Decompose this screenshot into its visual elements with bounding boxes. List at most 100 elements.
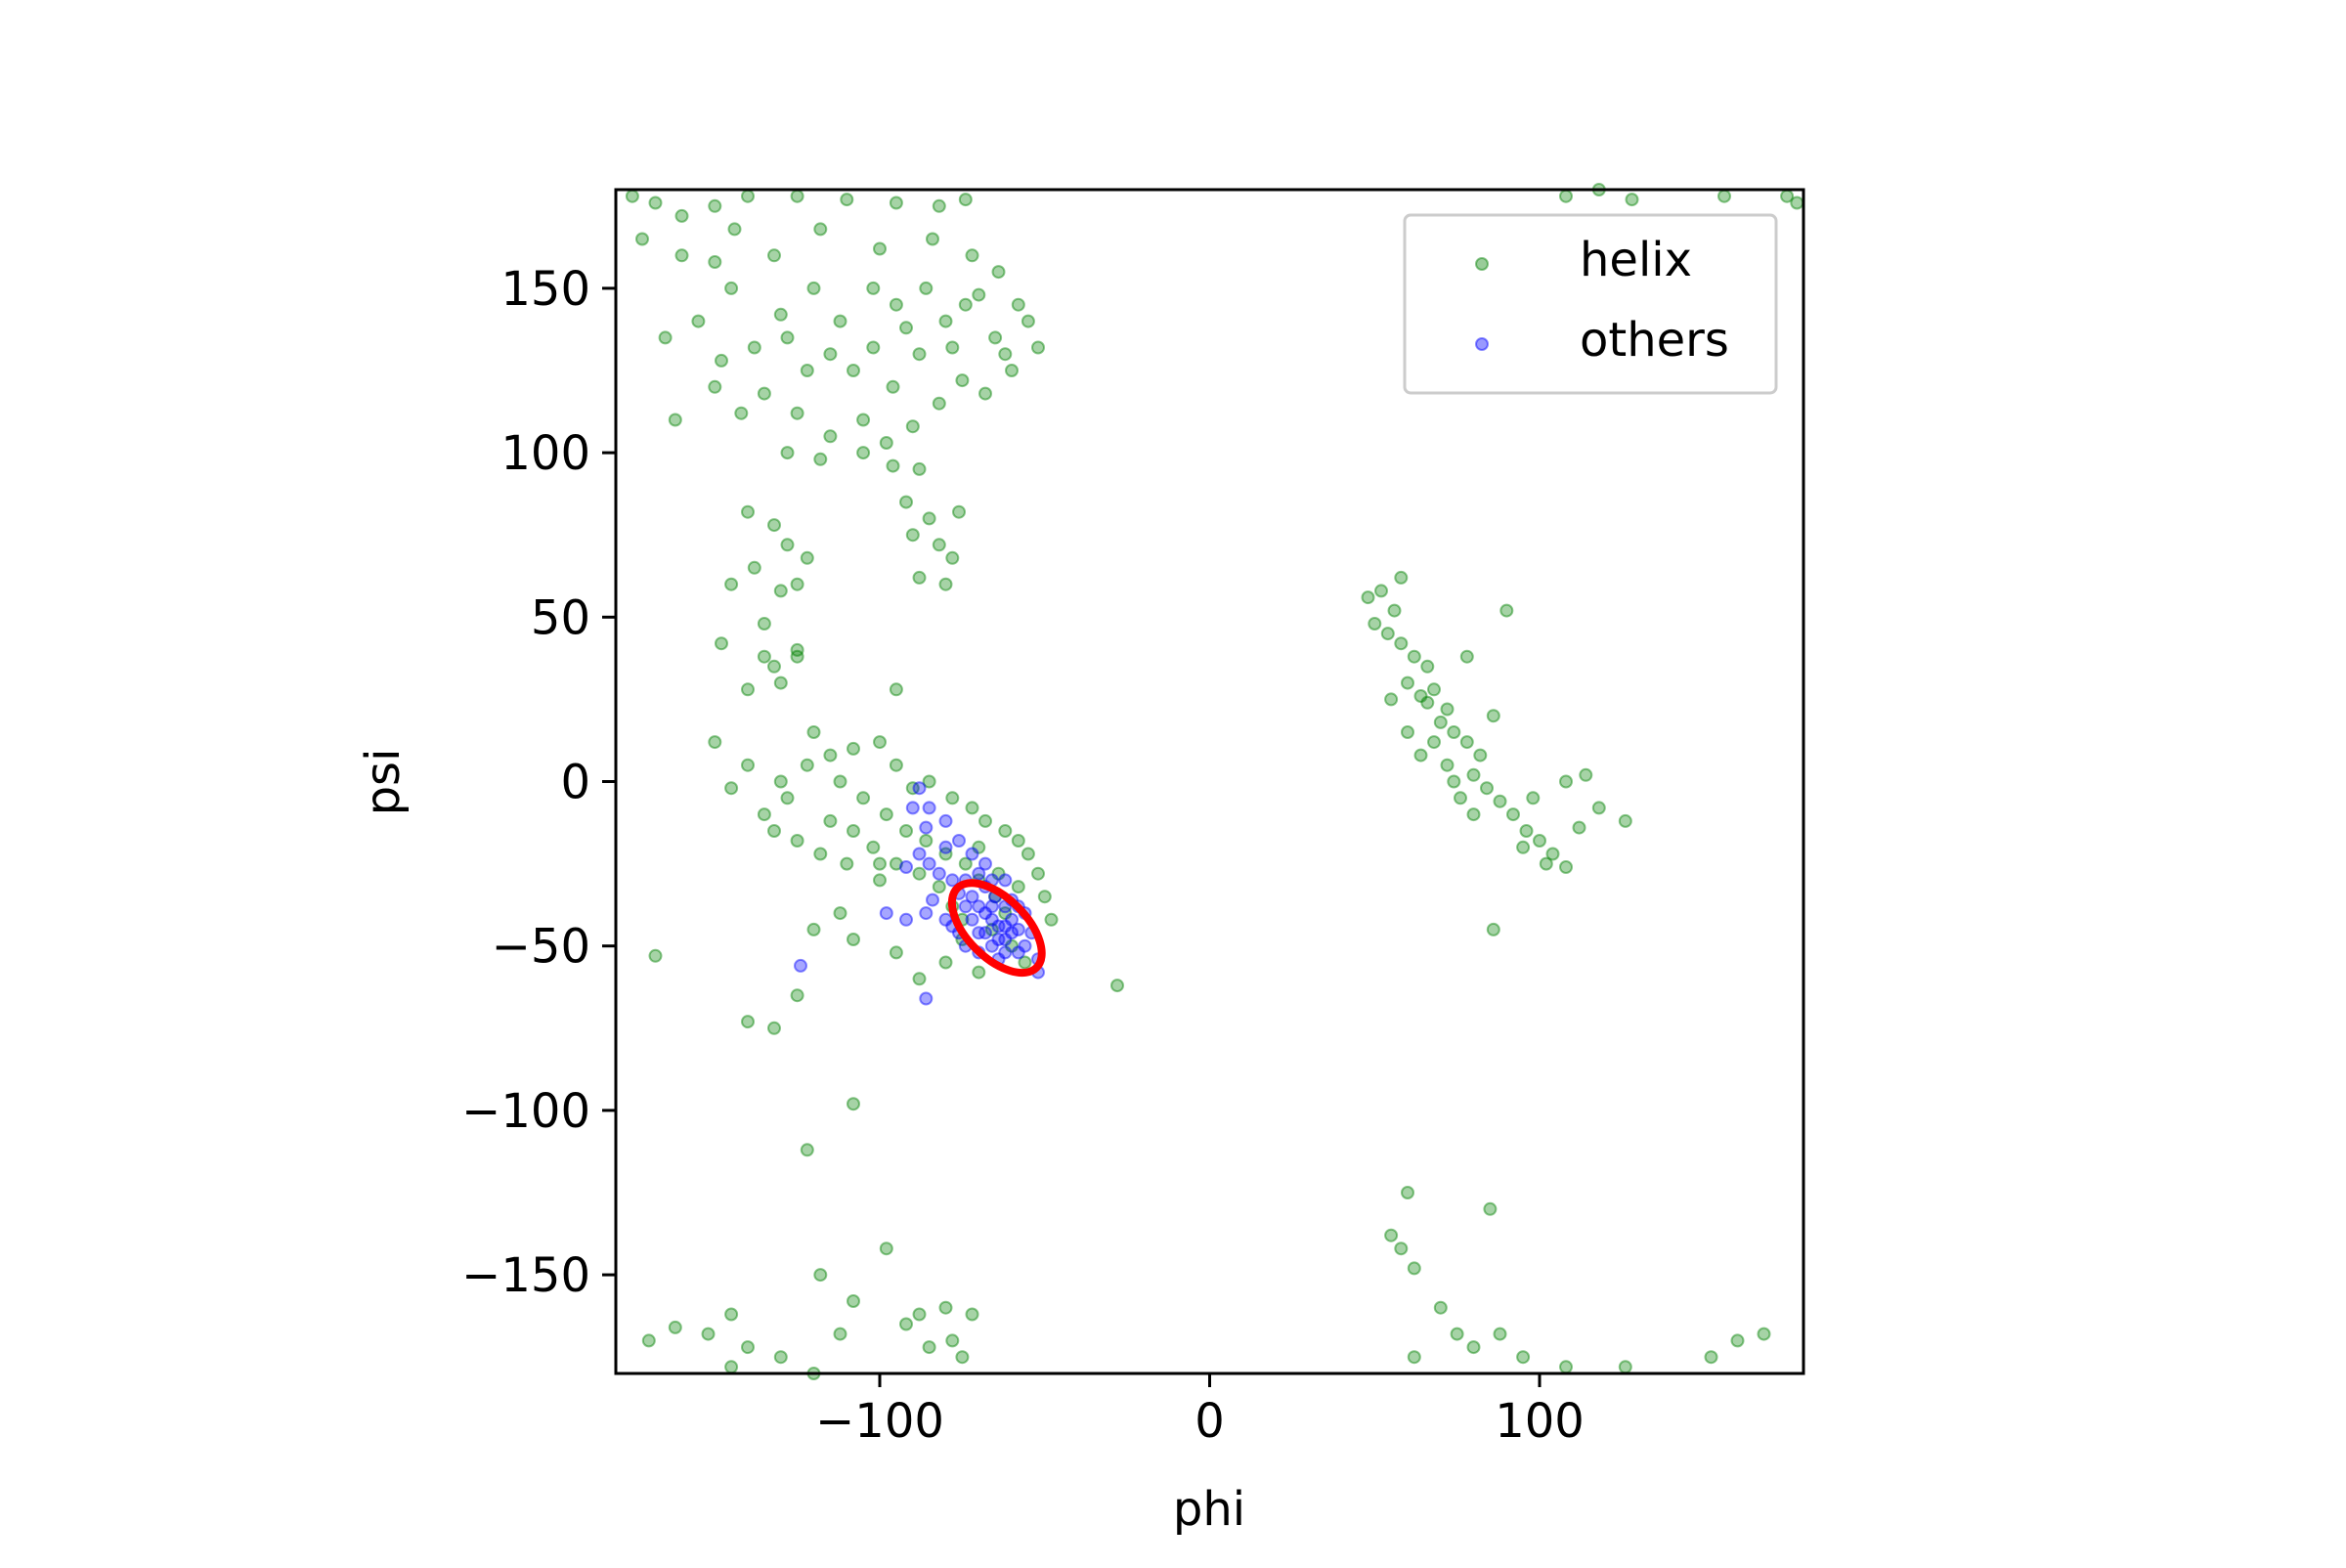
legend-label-helix: helix bbox=[1580, 233, 1692, 287]
data-point-helix bbox=[1044, 912, 1059, 927]
data-point-helix bbox=[1387, 603, 1402, 618]
data-point-helix bbox=[1533, 834, 1546, 848]
data-point-helix bbox=[958, 856, 973, 871]
data-point-helix bbox=[972, 287, 986, 302]
data-point-helix bbox=[833, 906, 847, 921]
data-point-helix bbox=[757, 386, 771, 401]
y-tick-label: 50 bbox=[531, 590, 590, 645]
data-point-helix bbox=[790, 649, 804, 664]
data-point-helix bbox=[899, 1317, 913, 1331]
data-point-helix bbox=[823, 347, 838, 362]
data-point-helix bbox=[1466, 807, 1481, 822]
data-point-helix bbox=[724, 577, 739, 591]
data-point-others bbox=[984, 938, 999, 953]
series-helix bbox=[625, 183, 1804, 1380]
data-point-helix bbox=[780, 446, 795, 460]
data-point-helix bbox=[991, 866, 1006, 881]
data-point-helix bbox=[899, 321, 913, 335]
data-point-helix bbox=[1368, 617, 1382, 631]
data-point-helix bbox=[741, 1015, 755, 1029]
data-point-helix bbox=[1440, 702, 1455, 717]
data-point-helix bbox=[708, 735, 722, 750]
x-axis-label: phi bbox=[1173, 1482, 1245, 1537]
data-point-helix bbox=[800, 1143, 814, 1157]
data-point-helix bbox=[1005, 938, 1019, 953]
data-point-helix bbox=[691, 314, 706, 328]
data-point-helix bbox=[741, 682, 755, 697]
data-point-others bbox=[978, 906, 992, 921]
data-point-helix bbox=[767, 1021, 781, 1035]
data-point-helix bbox=[955, 1350, 970, 1365]
data-point-helix bbox=[708, 379, 722, 394]
data-point-helix bbox=[1433, 1300, 1448, 1315]
data-point-helix bbox=[741, 189, 755, 203]
data-point-helix bbox=[889, 682, 903, 697]
data-point-others bbox=[965, 847, 979, 861]
data-point-helix bbox=[780, 330, 795, 345]
y-tick-label: 100 bbox=[500, 426, 590, 481]
data-point-helix bbox=[790, 577, 804, 591]
y-axis-label: psi bbox=[356, 749, 411, 816]
data-point-others bbox=[922, 856, 936, 871]
data-point-others bbox=[1011, 922, 1025, 936]
data-point-helix bbox=[773, 1350, 788, 1365]
data-point-helix bbox=[932, 198, 946, 213]
data-point-helix bbox=[823, 748, 838, 762]
data-point-helix bbox=[1618, 1360, 1632, 1374]
data-point-others bbox=[912, 781, 927, 796]
data-point-helix bbox=[757, 807, 771, 822]
data-point-helix bbox=[1413, 689, 1428, 703]
data-point-others bbox=[998, 933, 1013, 946]
y-axis: 150 100 50 0 −50 −100 −150 bbox=[461, 262, 616, 1303]
data-point-helix bbox=[1459, 649, 1474, 664]
data-point-others bbox=[998, 945, 1013, 960]
data-point-helix bbox=[747, 340, 761, 355]
x-tick-label: 0 bbox=[1195, 1394, 1225, 1449]
x-axis: −100 0 100 bbox=[815, 1373, 1585, 1449]
y-tick-label: −50 bbox=[492, 920, 590, 975]
data-point-helix bbox=[847, 933, 860, 946]
data-point-helix bbox=[813, 847, 828, 861]
data-point-helix bbox=[790, 988, 804, 1003]
data-point-helix bbox=[912, 972, 927, 986]
x-tick-label: 100 bbox=[1495, 1394, 1585, 1449]
data-point-helix bbox=[912, 1307, 927, 1322]
data-point-helix bbox=[1407, 649, 1421, 664]
data-point-helix bbox=[922, 1340, 936, 1355]
data-point-helix bbox=[780, 538, 795, 552]
data-point-helix bbox=[998, 906, 1013, 921]
data-point-helix bbox=[912, 866, 927, 881]
data-point-helix bbox=[625, 189, 639, 203]
data-point-helix bbox=[912, 461, 927, 476]
data-point-helix bbox=[1757, 1327, 1771, 1341]
data-point-helix bbox=[790, 642, 804, 657]
data-point-helix bbox=[873, 873, 887, 888]
data-point-helix bbox=[1506, 807, 1520, 822]
data-point-helix bbox=[1384, 1228, 1399, 1242]
legend-label-others: others bbox=[1580, 313, 1729, 368]
legend-box bbox=[1403, 213, 1778, 395]
data-point-helix bbox=[806, 922, 821, 936]
data-point-helix bbox=[938, 577, 953, 591]
data-point-helix bbox=[1545, 847, 1560, 861]
data-point-helix bbox=[1447, 725, 1461, 739]
data-point-helix bbox=[747, 560, 761, 575]
data-point-helix bbox=[741, 1340, 755, 1355]
data-point-helix bbox=[1018, 955, 1032, 970]
data-point-helix bbox=[701, 1327, 716, 1341]
data-point-helix bbox=[1401, 675, 1414, 690]
data-point-helix bbox=[978, 813, 992, 828]
data-point-helix bbox=[800, 550, 814, 565]
data-point-others bbox=[899, 912, 913, 927]
data-point-helix bbox=[1579, 767, 1593, 782]
data-point-helix bbox=[715, 353, 728, 368]
data-point-helix bbox=[1011, 297, 1025, 312]
data-point-helix bbox=[919, 834, 934, 848]
data-point-others bbox=[965, 912, 979, 927]
data-point-others bbox=[984, 912, 999, 927]
data-point-helix bbox=[724, 1360, 739, 1374]
data-point-helix bbox=[1394, 570, 1409, 585]
data-point-helix bbox=[1380, 627, 1395, 641]
data-point-helix bbox=[773, 774, 788, 789]
data-point-others bbox=[972, 866, 986, 881]
